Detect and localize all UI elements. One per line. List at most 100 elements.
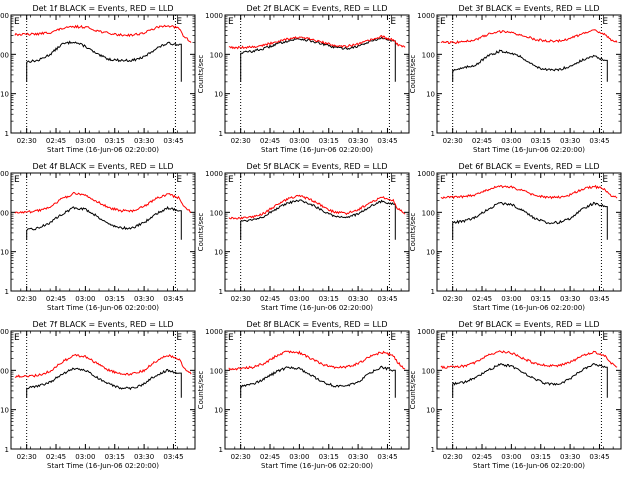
y-tick-label: 10 (214, 249, 223, 257)
lld-series-line (440, 184, 618, 200)
x-axis-label: Start Time (16-Jun-06 02:20:00) (47, 304, 159, 312)
plot-frame (436, 14, 622, 134)
x-tick-label: 03:15 (319, 295, 339, 303)
y-tick-label: 1 (219, 288, 223, 296)
x-tick-label: 03:45 (163, 295, 183, 303)
lld-series-line (14, 24, 192, 43)
y-tick-label: 10 (426, 407, 435, 415)
x-tick-label: 02:30 (443, 137, 463, 145)
chart-title: Det 9f BLACK = Events, RED = LLD (458, 320, 599, 329)
marker-label: E (228, 17, 234, 27)
chart-title: Det 7f BLACK = Events, RED = LLD (32, 320, 173, 329)
chart-title: Det 1f BLACK = Events, RED = LLD (32, 4, 173, 13)
y-tick-label: 1000 (417, 12, 435, 20)
chart-panel-6: Det 6f BLACK = Events, RED = LLD 1 10 100 10… (409, 162, 622, 312)
y-tick-label: 100 (0, 51, 9, 59)
y-tick-label: 100 (210, 51, 223, 59)
x-tick-label: 02:45 (46, 295, 66, 303)
x-tick-label: 03:30 (134, 295, 154, 303)
y-tick-label: 100 (422, 209, 435, 217)
x-tick-label: 03:45 (377, 295, 397, 303)
marker-label: E (440, 17, 446, 27)
x-tick-label: 02:45 (46, 137, 66, 145)
marker-label: E (228, 333, 234, 343)
lld-series-line (228, 34, 406, 50)
y-axis-label: Counts/sec (409, 371, 417, 410)
x-tick-label: 03:00 (75, 453, 95, 461)
plot-frame (224, 14, 410, 134)
x-tick-label: 03:15 (105, 453, 125, 461)
events-series-line (452, 201, 608, 240)
x-tick-label: 02:30 (231, 137, 251, 145)
x-axis-label: Start Time (16-Jun-06 02:20:00) (261, 146, 373, 154)
plot-frame (10, 14, 196, 134)
marker-label: E (176, 175, 182, 185)
y-tick-label: 1 (431, 446, 435, 454)
x-tick-label: 02:30 (231, 453, 251, 461)
events-series-line (26, 367, 182, 398)
y-tick-label: 1000 (205, 170, 223, 178)
x-axis-label: Start Time (16-Jun-06 02:20:00) (261, 304, 373, 312)
chart-panel-8: Det 8f BLACK = Events, RED = LLD 1 10 100 10… (197, 320, 410, 470)
x-tick-label: 03:30 (560, 453, 580, 461)
x-tick-label: 03:45 (163, 137, 183, 145)
y-tick-label: 10 (0, 407, 9, 415)
x-tick-label: 03:30 (348, 137, 368, 145)
x-tick-label: 03:45 (589, 295, 609, 303)
y-tick-label: 10 (0, 91, 9, 99)
x-tick-label: 03:00 (501, 453, 521, 461)
marker-label: E (440, 175, 446, 185)
x-axis-label: Start Time (16-Jun-06 02:20:00) (473, 462, 585, 470)
x-tick-label: 02:45 (472, 453, 492, 461)
lld-series-line (440, 29, 618, 45)
lld-series-line (440, 350, 618, 370)
x-axis-label: Start Time (16-Jun-06 02:20:00) (473, 304, 585, 312)
marker-label: E (14, 17, 20, 27)
x-tick-label: 03:15 (531, 295, 551, 303)
marker-label: E (176, 17, 182, 27)
y-tick-label: 1000 (417, 170, 435, 178)
events-series-line (240, 36, 396, 82)
marker-label: E (602, 333, 608, 343)
y-tick-label: 100 (0, 209, 9, 217)
x-tick-label: 03:45 (589, 137, 609, 145)
y-tick-label: 1000 (0, 12, 9, 20)
marker-label: E (602, 175, 608, 185)
y-tick-label: 1 (431, 288, 435, 296)
chart-panel-5: Det 5f BLACK = Events, RED = LLD 1 10 100 10… (197, 162, 410, 312)
chart-panel-9: Det 9f BLACK = Events, RED = LLD 1 10 100 10… (409, 320, 622, 470)
y-tick-label: 10 (426, 249, 435, 257)
events-series-line (240, 199, 396, 240)
x-tick-label: 03:30 (348, 453, 368, 461)
marker-label: E (228, 175, 234, 185)
y-tick-label: 1 (219, 130, 223, 138)
marker-label: E (14, 333, 20, 343)
x-tick-label: 03:30 (134, 453, 154, 461)
lld-series-line (14, 353, 192, 378)
y-axis-label: Counts/sec (197, 55, 205, 94)
marker-label: E (390, 175, 396, 185)
plot-frame (436, 330, 622, 450)
x-axis-label: Start Time (16-Jun-06 02:20:00) (473, 146, 585, 154)
y-tick-label: 1000 (0, 170, 9, 178)
y-tick-label: 10 (214, 407, 223, 415)
x-tick-label: 03:00 (289, 137, 309, 145)
chart-title: Det 3f BLACK = Events, RED = LLD (458, 4, 599, 13)
plot-frame (224, 172, 410, 292)
x-tick-label: 03:15 (105, 137, 125, 145)
x-tick-label: 02:30 (17, 137, 37, 145)
plot-frame (436, 172, 622, 292)
y-tick-label: 1 (219, 446, 223, 454)
x-tick-label: 02:45 (260, 453, 280, 461)
x-tick-label: 02:30 (17, 453, 37, 461)
x-tick-label: 03:15 (319, 137, 339, 145)
x-tick-label: 02:45 (260, 137, 280, 145)
x-tick-label: 02:30 (231, 295, 251, 303)
chart-title: Det 8f BLACK = Events, RED = LLD (246, 320, 387, 329)
x-tick-label: 03:15 (531, 453, 551, 461)
marker-label: E (440, 333, 446, 343)
chart-title: Det 5f BLACK = Events, RED = LLD (246, 162, 387, 171)
chart-title: Det 2f BLACK = Events, RED = LLD (246, 4, 387, 13)
y-tick-label: 100 (210, 367, 223, 375)
